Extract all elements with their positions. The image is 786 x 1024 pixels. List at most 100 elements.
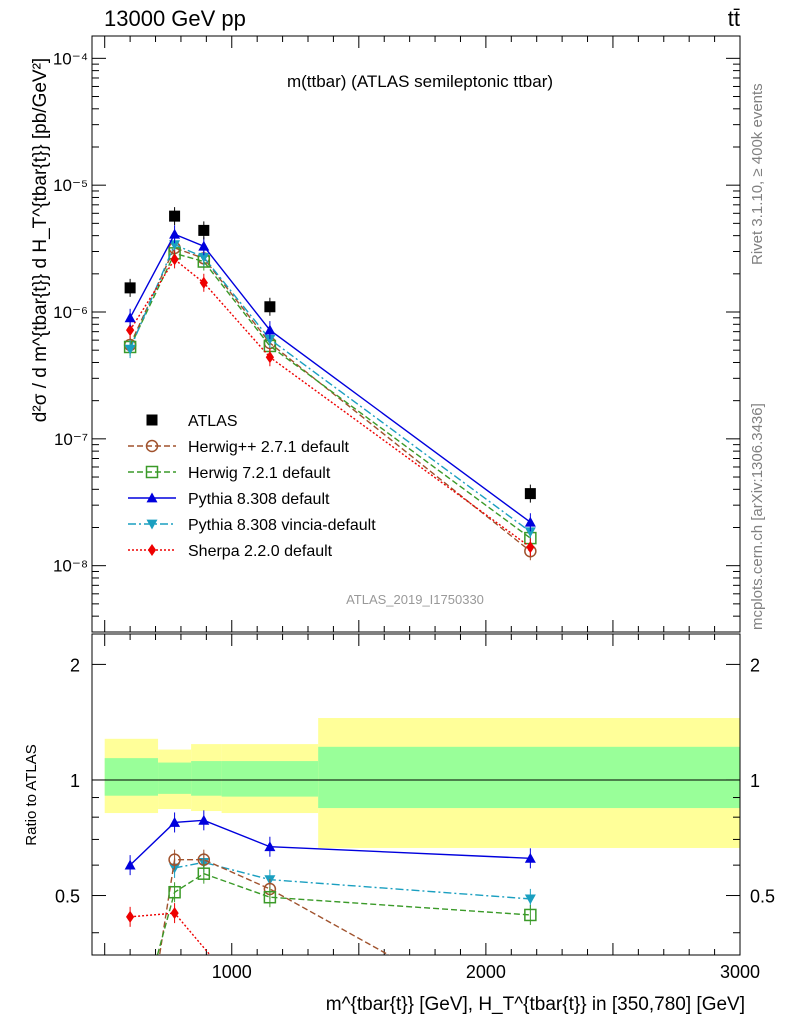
legend-marker xyxy=(145,465,159,479)
legend-item: ATLAS xyxy=(146,413,238,430)
main-plot: m(ttbar) (ATLAS semileptonic ttbar) ATLA… xyxy=(30,35,741,633)
ratio-point xyxy=(169,816,181,827)
series-line xyxy=(129,243,531,533)
x-tick-label: 2000 xyxy=(466,962,506,982)
legend-item: Herwig++ 2.7.1 default xyxy=(128,439,350,456)
ratio-x-ticks: 1000 2000 3000 xyxy=(212,962,760,982)
legend-label: Herwig 7.2.1 default xyxy=(188,465,331,482)
ratio-point xyxy=(263,890,277,904)
legend-label: Herwig++ 2.7.1 default xyxy=(188,439,350,456)
y-tick-label: 0.5 xyxy=(55,887,80,907)
inner-band xyxy=(318,746,740,809)
data-point xyxy=(265,351,275,364)
ratio-series-herwig-7-2-1-default xyxy=(156,863,537,955)
main-y-ticks: 10⁻⁸ 10⁻⁷ 10⁻⁶ 10⁻⁵ 10⁻⁴ xyxy=(53,49,740,633)
main-plot-frame xyxy=(91,35,741,633)
ratio-point xyxy=(170,907,179,920)
legend-label: Sherpa 2.2.0 default xyxy=(188,543,333,560)
x-axis-label: m^{tbar{t}} [GeV], H_T^{tbar{t}} in [350… xyxy=(326,994,745,1015)
ratio-point xyxy=(168,885,181,899)
legend-item: Herwig 7.2.1 default xyxy=(128,465,331,482)
ratio-series-clip xyxy=(124,810,537,955)
legend-label: Pythia 8.308 default xyxy=(188,491,330,508)
y-tick-label: 1 xyxy=(70,771,80,791)
legend-marker xyxy=(145,439,159,453)
ratio-point xyxy=(197,867,211,880)
ratio-line xyxy=(158,858,391,955)
header-right: tt̄ xyxy=(728,6,740,31)
ratio-y-axis-label: Ratio to ATLAS xyxy=(23,744,40,845)
inner-band xyxy=(158,762,192,794)
y-tick-label: 10⁻⁴ xyxy=(53,49,88,68)
y-tick-label-right: 1 xyxy=(750,771,760,791)
main-title: m(ttbar) (ATLAS semileptonic ttbar) xyxy=(287,72,553,91)
series-herwig-2-7-1-default xyxy=(123,238,537,561)
ratio-point xyxy=(198,814,210,825)
data-point xyxy=(170,253,179,266)
inner-band xyxy=(104,758,159,796)
data-point xyxy=(526,541,535,554)
data-point xyxy=(124,344,136,355)
ratio-line xyxy=(174,861,531,900)
y-tick-label: 10⁻⁵ xyxy=(53,176,88,195)
legend-item: Pythia 8.308 vincia-default xyxy=(128,517,376,534)
legend: ATLAS Herwig++ 2.7.1 default Herwig 7.2.1 … xyxy=(128,413,376,560)
frame-box xyxy=(91,633,741,956)
inner-band xyxy=(191,761,222,796)
data-point xyxy=(169,240,181,251)
y-tick-label: 10⁻⁸ xyxy=(53,557,88,576)
y-tick-label: 10⁻⁶ xyxy=(53,303,88,322)
ratio-series-herwig-2-7-1-default xyxy=(158,849,391,955)
legend-item: Sherpa 2.2.0 default xyxy=(128,543,333,560)
ratio-point xyxy=(125,910,135,923)
y-tick-label: 10⁻⁷ xyxy=(54,430,88,449)
data-point xyxy=(264,301,276,313)
series-atlas xyxy=(124,207,536,503)
legend-label: ATLAS xyxy=(188,413,238,430)
x-tick-label: 3000 xyxy=(720,962,760,982)
data-point xyxy=(169,228,181,239)
legend-label: Pythia 8.308 vincia-default xyxy=(188,517,376,534)
y-tick-label-right: 0.5 xyxy=(750,887,775,907)
y-tick-label-right: 2 xyxy=(750,655,760,675)
data-point xyxy=(198,240,210,251)
series-pythia-8-308-default xyxy=(124,225,536,532)
ratio-point xyxy=(168,853,181,866)
ratio-y-ticks: 0.5 0.5 1 1 2 2 xyxy=(55,655,775,934)
x-tick-label: 1000 xyxy=(212,962,252,982)
series-sherpa-2-2-0-default xyxy=(125,250,535,557)
legend-item: Pythia 8.308 default xyxy=(128,491,330,508)
series-herwig-7-2-1-default xyxy=(123,244,537,548)
rivet-version-label: Rivet 3.1.10, ≥ 400k events xyxy=(749,83,766,265)
data-point xyxy=(524,488,536,500)
mcplots-label: mcplots.cern.ch [arXiv:1306.3436] xyxy=(749,403,766,630)
data-point xyxy=(264,324,276,335)
frame-box xyxy=(91,35,741,633)
main-series-group xyxy=(123,207,537,561)
ratio-uncertainty-bands xyxy=(92,718,740,848)
ratio-series-sherpa-2-2-0-default xyxy=(125,903,211,955)
ratio-plot: 0.5 0.5 1 1 2 2 1000 2000 3000 Ratio to ATLAS m… xyxy=(23,633,775,1015)
ratio-point xyxy=(524,908,537,922)
data-point xyxy=(264,334,276,345)
ratio-point xyxy=(524,852,536,863)
data-point xyxy=(199,276,208,289)
data-point xyxy=(524,527,536,538)
series-pythia-8-308-vincia-default xyxy=(124,235,536,541)
main-y-axis-label: d²σ / d m^{tbar{t}} d H_T^{tbar{t}} [pb/… xyxy=(30,58,51,422)
ratio-series-group xyxy=(124,810,537,955)
ratio-point xyxy=(264,841,276,852)
header-left: 13000 GeV pp xyxy=(104,6,246,31)
data-point xyxy=(198,224,210,236)
ratio-point xyxy=(524,894,536,905)
inner-band xyxy=(221,761,319,797)
data-point xyxy=(169,210,181,222)
data-point xyxy=(198,252,210,263)
analysis-tag: ATLAS_2019_I1750330 xyxy=(346,592,484,607)
y-tick-label: 2 xyxy=(70,655,80,675)
data-point xyxy=(124,312,136,323)
legend-marker xyxy=(146,414,158,426)
data-point xyxy=(524,516,536,527)
legend-marker xyxy=(146,519,158,530)
